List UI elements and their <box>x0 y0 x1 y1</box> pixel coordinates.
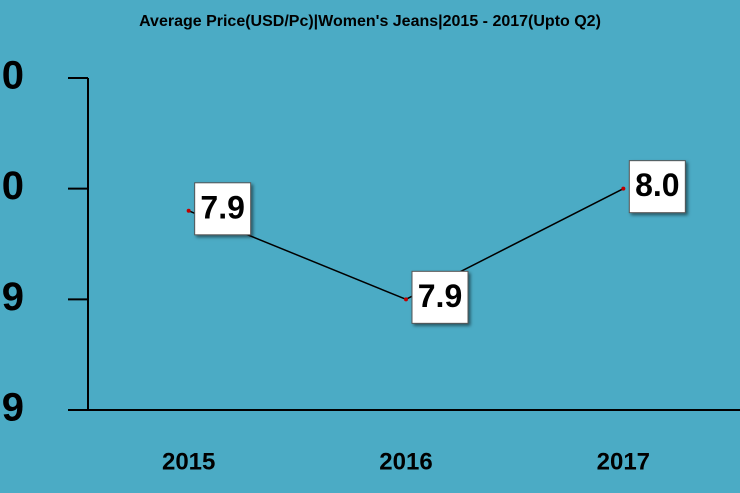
y-tick-label: 8.0 <box>0 164 24 208</box>
label-box <box>411 270 469 324</box>
chart-title: Average Price(USD/Pc)|Women's Jeans|2015… <box>139 13 601 30</box>
data-label: 7.9 <box>200 189 244 225</box>
line <box>188 187 624 301</box>
label-box <box>194 182 252 236</box>
y-tick-label: 7.9 <box>0 386 24 430</box>
point <box>186 208 191 213</box>
data-label: 7.9 <box>418 278 462 314</box>
y-tick-label: 8.0 <box>0 54 24 98</box>
label-box <box>628 160 686 214</box>
x-tick-label: 2015 <box>162 448 215 475</box>
y-tick-label: 7.9 <box>0 275 24 319</box>
point <box>621 186 626 191</box>
x-tick-label: 2017 <box>597 448 650 475</box>
x-tick-label: 2016 <box>379 448 432 475</box>
point <box>404 297 408 302</box>
data-label: 8.0 <box>635 167 679 203</box>
